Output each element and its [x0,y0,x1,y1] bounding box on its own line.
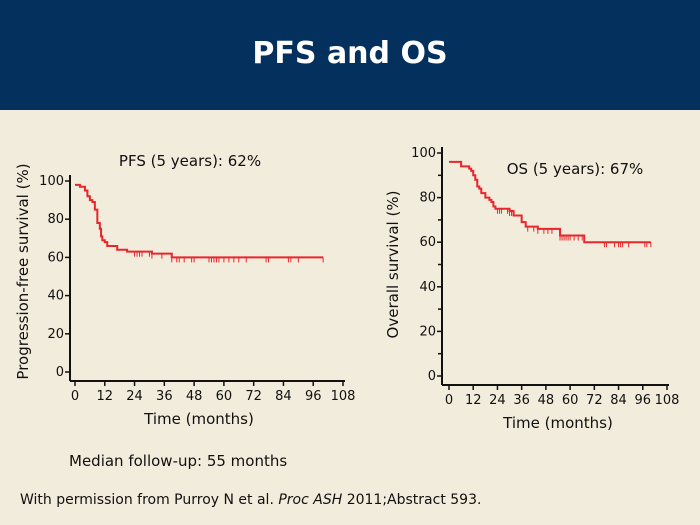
credit-line: With permission from Purroy N et al. Pro… [20,492,481,508]
x-tick-label: 60 [562,393,579,408]
credit-journal: Proc ASH [278,492,343,508]
x-axis-label: Time (months) [502,414,613,432]
x-axis-label: Time (months) [143,410,254,428]
x-tick-label: 24 [126,389,143,404]
x-tick-label: 12 [465,393,482,408]
x-tick-label: 72 [245,389,262,404]
credit-pre: With permission from Purroy N et al. [20,492,279,508]
x-tick-label: 36 [513,393,530,408]
x-tick-label: 84 [610,393,627,408]
x-tick-label: 48 [538,393,555,408]
x-tick-label: 48 [186,389,203,404]
y-tick-label: 40 [419,280,436,295]
y-tick-label: 80 [419,191,436,206]
median-followup: Median follow-up: 55 months [69,452,288,470]
x-tick-label: 108 [331,389,356,404]
y-tick-label: 80 [47,212,64,227]
y-tick-label: 20 [419,324,436,339]
y-tick-label: 100 [411,146,436,161]
y-tick-label: 0 [56,365,64,380]
x-tick-label: 84 [275,389,292,404]
credit-post: 2011;Abstract 593. [342,492,482,508]
survival-annotation: PFS (5 years): 62% [119,152,261,170]
x-tick-label: 60 [216,389,233,404]
x-tick-label: 36 [156,389,173,404]
y-tick-label: 20 [47,327,64,342]
y-tick-label: 0 [428,369,436,384]
x-tick-label: 0 [71,389,79,404]
survival-curve [75,183,324,259]
y-axis-label: Overall survival (%) [384,191,402,339]
title-banner: PFS and OS [0,0,700,110]
x-tick-label: 96 [635,393,652,408]
x-tick-label: 0 [445,393,453,408]
y-tick-label: 40 [47,289,64,304]
slide-title: PFS and OS [252,36,448,71]
x-tick-label: 24 [489,393,506,408]
x-tick-label: 72 [586,393,603,408]
x-tick-label: 108 [655,393,680,408]
x-tick-label: 12 [97,389,114,404]
y-axis-label: Progression-free survival (%) [14,163,32,379]
y-tick-label: 60 [419,235,436,250]
survival-annotation: OS (5 years): 67% [507,160,644,178]
y-tick-label: 60 [47,250,64,265]
x-tick-label: 96 [305,389,322,404]
y-tick-label: 100 [39,174,64,189]
